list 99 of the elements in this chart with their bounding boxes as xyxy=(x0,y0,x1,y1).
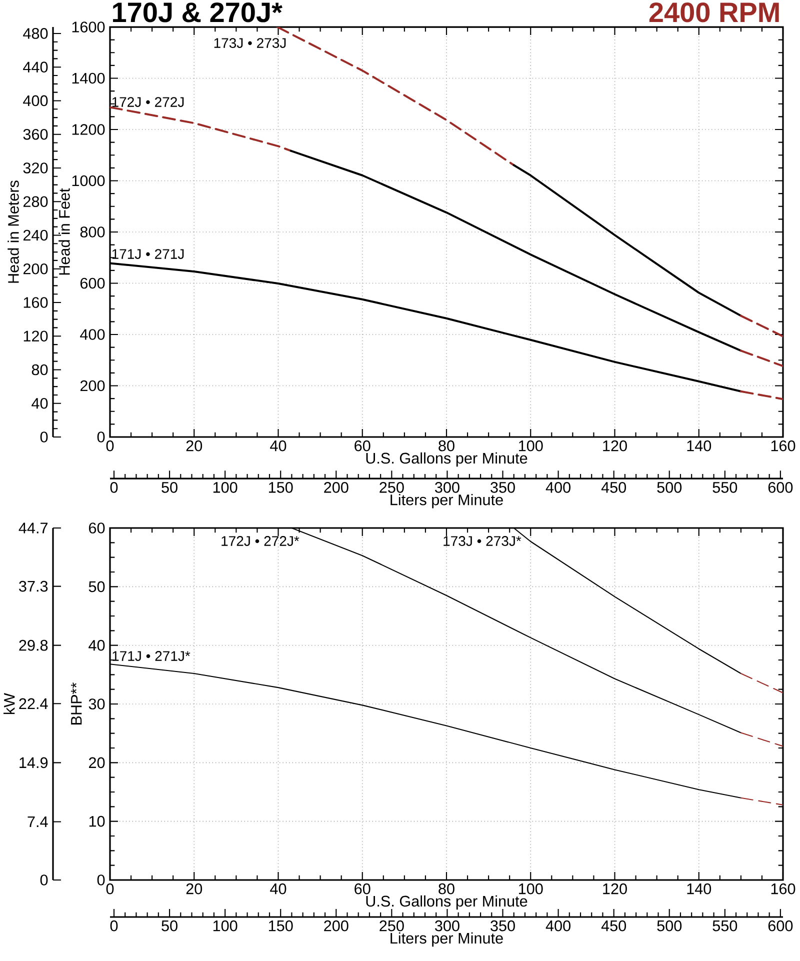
x-tick-label: 80 xyxy=(438,440,454,452)
x-tick-label: 40 xyxy=(270,440,286,452)
y2-tick-label: 240 xyxy=(23,230,48,241)
y2-tick-label: 480 xyxy=(23,28,48,39)
line-series xyxy=(512,164,742,317)
x2-tick-label: 300 xyxy=(435,920,460,932)
y-tick-label: 60 xyxy=(89,522,105,534)
x-tick-label: 140 xyxy=(687,440,712,452)
x-tick-label: 80 xyxy=(438,883,454,894)
x2-tick-label: 250 xyxy=(380,920,404,932)
x2-tick-label: 500 xyxy=(657,920,682,932)
x2-tick-label: 550 xyxy=(712,920,738,932)
x2-tick-label: 0 xyxy=(110,920,118,932)
y2-tick-label: 7.4 xyxy=(28,816,48,828)
x-tick-label: 120 xyxy=(603,883,627,894)
x-tick-label: 40 xyxy=(270,883,286,894)
y2-tick-label: 200 xyxy=(23,263,48,274)
x2-tick-label: 150 xyxy=(268,482,293,493)
x-tick-label: 0 xyxy=(106,883,114,894)
y2-tick-label: 29.8 xyxy=(19,640,48,651)
x2-tick-label: 400 xyxy=(546,482,570,493)
x2-tick-label: 200 xyxy=(324,920,348,932)
y-tick-label: 20 xyxy=(89,757,105,768)
chart-subtitle: 2400 RPM xyxy=(649,2,779,22)
chart-title: 170J & 270J* xyxy=(113,2,282,22)
x2-tick-label: 100 xyxy=(213,482,238,493)
x-tick-label: 60 xyxy=(354,883,370,894)
y2-tick-label: 40 xyxy=(32,398,48,409)
x-tick-label: 100 xyxy=(519,440,543,452)
x2-axis-title: Liters per Minute xyxy=(390,494,503,508)
x2-tick-label: 400 xyxy=(546,920,570,932)
y-tick-label: 1400 xyxy=(72,72,105,84)
x-axis-title: U.S. Gallons per Minute xyxy=(366,452,528,467)
y2-axis-title: Head in Meters xyxy=(8,180,19,283)
y2-tick-label: 320 xyxy=(23,162,48,174)
y-tick-label: 800 xyxy=(80,226,105,238)
x-tick-label: 20 xyxy=(186,440,202,452)
annotation: 171J • 271J xyxy=(112,249,184,259)
y-tick-label: 1200 xyxy=(72,124,105,135)
x2-tick-label: 550 xyxy=(712,482,738,493)
x-tick-label: 160 xyxy=(771,440,796,452)
x2-tick-label: 600 xyxy=(768,920,793,932)
x2-tick-label: 150 xyxy=(268,920,293,932)
y2-tick-label: 14.9 xyxy=(20,757,48,768)
y2-tick-label: 120 xyxy=(24,330,48,342)
x-tick-label: 0 xyxy=(106,440,114,452)
y-tick-label: 0 xyxy=(97,874,105,886)
y-tick-label: 1600 xyxy=(72,22,105,32)
x2-tick-label: 350 xyxy=(490,482,515,493)
y-tick-label: 200 xyxy=(80,380,105,392)
line-series xyxy=(290,150,742,352)
x2-tick-label: 100 xyxy=(213,920,238,932)
x-axis-title: U.S. Gallons per Minute xyxy=(366,895,528,910)
x2-tick-label: 450 xyxy=(601,920,626,932)
y2-tick-label: 0 xyxy=(40,874,48,886)
y-tick-label: 10 xyxy=(89,816,105,827)
y2-tick-label: 44.7 xyxy=(18,522,48,534)
x2-tick-label: 50 xyxy=(162,920,178,932)
y-tick-label: 600 xyxy=(80,278,105,289)
x2-tick-label: 500 xyxy=(657,482,682,493)
x2-axis-title: Liters per Minute xyxy=(390,932,503,947)
line-series xyxy=(110,106,292,152)
x2-tick-label: 600 xyxy=(768,482,793,493)
x-tick-label: 160 xyxy=(771,883,796,894)
x2-tick-label: 350 xyxy=(490,920,515,932)
x2-tick-label: 50 xyxy=(162,482,178,493)
y2-tick-label: 400 xyxy=(23,95,48,106)
y-tick-label: 30 xyxy=(88,698,105,710)
y-tick-label: 50 xyxy=(88,581,105,592)
x-tick-label: 60 xyxy=(354,440,370,452)
y2-tick-label: 160 xyxy=(24,297,48,308)
y-tick-label: 400 xyxy=(80,329,105,340)
x2-tick-label: 200 xyxy=(324,482,348,493)
y-tick-label: 1000 xyxy=(72,175,105,186)
y-axis-title: Head in Feet xyxy=(58,188,70,275)
x-tick-label: 100 xyxy=(518,883,543,894)
x2-tick-label: 250 xyxy=(380,482,404,493)
x-tick-label: 20 xyxy=(186,883,202,894)
annotation: 172J • 272J* xyxy=(222,536,300,546)
y-tick-label: 0 xyxy=(97,432,105,442)
y2-tick-label: 280 xyxy=(23,196,48,208)
y2-tick-label: 80 xyxy=(32,364,48,376)
y2-tick-label: 360 xyxy=(23,128,48,140)
x-tick-label: 120 xyxy=(603,440,627,452)
annotation: 172J • 272J xyxy=(112,97,184,107)
y2-tick-label: 0 xyxy=(40,432,48,442)
x-tick-label: 140 xyxy=(687,883,712,894)
annotation: 173J • 273J* xyxy=(444,536,522,546)
x2-tick-label: 450 xyxy=(601,482,626,493)
y-axis-title: BHP** xyxy=(71,682,82,724)
annotation: 171J • 271J* xyxy=(112,651,190,661)
y2-axis-title: kW xyxy=(4,693,15,714)
x2-tick-label: 0 xyxy=(110,482,118,493)
y-tick-label: 40 xyxy=(88,640,105,651)
y2-tick-label: 22.4 xyxy=(19,698,48,709)
annotation: 173J • 273J xyxy=(214,38,286,48)
y2-tick-label: 440 xyxy=(23,62,48,73)
x2-tick-label: 300 xyxy=(435,482,460,493)
y2-tick-label: 37.3 xyxy=(19,580,48,592)
